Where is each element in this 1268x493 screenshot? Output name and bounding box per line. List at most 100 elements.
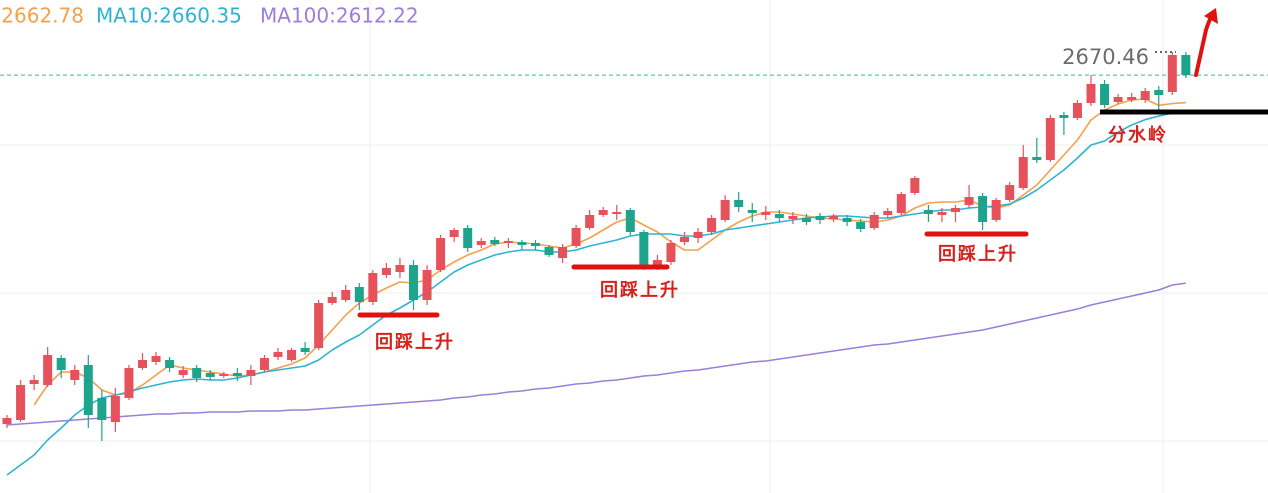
candle-body	[219, 374, 229, 376]
candle-body	[205, 373, 215, 377]
candle-body	[1127, 97, 1137, 100]
candle-body	[327, 297, 337, 303]
candle-body	[815, 216, 825, 220]
candle-body	[585, 215, 595, 228]
candle-body	[165, 360, 175, 368]
candle-body	[991, 200, 1001, 220]
candle-body	[1086, 84, 1096, 103]
candle-body	[476, 241, 486, 245]
candle-body	[842, 218, 852, 222]
candle-body	[29, 380, 39, 384]
ma-line	[6, 282, 1186, 426]
candle-body	[530, 243, 540, 246]
candle-body	[368, 273, 378, 302]
candle-body	[70, 370, 80, 380]
candle-body	[544, 247, 554, 255]
candle-body	[449, 230, 459, 237]
candle-body	[693, 232, 703, 238]
candle-body	[1154, 90, 1164, 95]
candle-body	[829, 216, 839, 219]
candle-body	[83, 365, 93, 415]
annotation: 回踩上升	[938, 244, 1018, 265]
candle-body	[314, 303, 324, 348]
candle-body	[761, 212, 771, 215]
candle-body	[300, 348, 310, 352]
candle-body	[151, 356, 161, 362]
last-price-label: 2670.46	[1062, 45, 1149, 69]
candle-body	[734, 200, 744, 207]
candle-body	[138, 360, 147, 368]
candle-body	[923, 210, 933, 214]
legend-entry: MA100:2612.22	[260, 4, 419, 28]
candle-body	[1167, 55, 1177, 92]
candle-body	[273, 352, 283, 357]
candle-body	[720, 200, 730, 220]
candle-body	[2, 418, 12, 424]
candle-body	[856, 222, 866, 229]
candle-body	[896, 194, 906, 213]
candle-body	[1181, 55, 1191, 76]
candle-body	[1140, 91, 1150, 100]
candle-body	[652, 260, 662, 266]
candle-body	[43, 355, 53, 385]
candle-body	[16, 385, 26, 420]
candle-body	[436, 238, 446, 270]
candle-body	[964, 197, 974, 205]
candle-body	[409, 265, 418, 300]
candle-body	[97, 398, 107, 420]
arrow	[1194, 10, 1216, 77]
annotation: 回踩上升	[600, 280, 680, 301]
candle-body	[571, 228, 581, 246]
candle-body	[910, 178, 920, 193]
candle-body	[1100, 84, 1110, 105]
candle-body	[517, 242, 527, 245]
candle-body	[192, 368, 202, 378]
candle-body	[341, 290, 351, 300]
candle-body	[747, 210, 757, 213]
candle-body	[422, 270, 432, 300]
candle-body	[680, 237, 689, 242]
annotation: 回踩上升	[375, 332, 455, 353]
candle-body	[1113, 97, 1123, 102]
candle-body	[558, 247, 568, 258]
candle-body	[707, 218, 717, 232]
candle-body	[1005, 185, 1015, 200]
plot	[0, 52, 1268, 476]
candle-body	[639, 232, 649, 268]
candle-body	[1045, 118, 1055, 160]
candle-body	[503, 241, 513, 243]
candle-body	[598, 210, 608, 215]
candle-body	[287, 350, 297, 360]
candle-body	[1018, 157, 1028, 188]
candle-body	[246, 370, 256, 376]
candle-body	[937, 212, 947, 215]
candle-body	[354, 287, 364, 302]
ma-line	[6, 110, 1186, 476]
candle-body	[1059, 115, 1069, 118]
candle-body	[774, 214, 784, 218]
candle-body	[869, 215, 879, 228]
candle-body	[124, 368, 134, 398]
candle-body	[110, 396, 120, 422]
candle-body	[612, 212, 622, 214]
drawing	[357, 8, 1268, 318]
annotation: 分水岭	[1108, 124, 1168, 146]
candle-body	[463, 228, 473, 248]
candle-body	[1072, 103, 1082, 118]
candle-body	[951, 208, 960, 212]
candle-body	[883, 211, 893, 215]
candle-body	[56, 358, 66, 370]
candle-body	[788, 216, 798, 219]
candle-body	[801, 218, 811, 222]
candle-body	[1032, 157, 1042, 160]
arrow-head	[1204, 8, 1218, 24]
candle-body	[232, 373, 242, 376]
labels: 2662.78 MA10:2660.35 MA100:2612.22 2670.46 回…	[1, 4, 1168, 354]
candle-body	[625, 210, 635, 232]
legend-entry: 2662.78	[1, 4, 84, 28]
candle-body	[381, 268, 391, 275]
candle-body	[666, 243, 676, 262]
candle-body	[178, 370, 188, 375]
